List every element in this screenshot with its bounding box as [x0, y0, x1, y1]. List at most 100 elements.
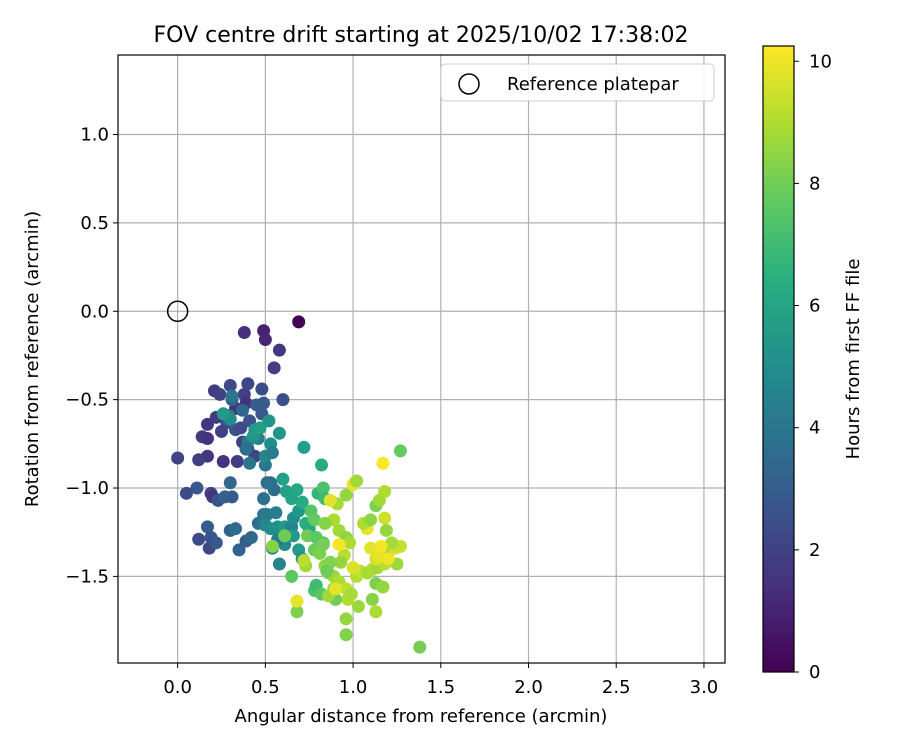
data-point: [269, 506, 283, 520]
colorbar: 0 2 4 6 8 10 Hours from first FF file: [762, 45, 864, 683]
data-point: [381, 552, 395, 566]
data-point: [290, 594, 304, 608]
data-point: [216, 455, 230, 469]
data-point: [315, 458, 329, 472]
data-point: [230, 455, 244, 469]
data-point: [344, 587, 358, 601]
y-tick-label: 0.5: [80, 213, 109, 234]
data-point: [258, 333, 272, 347]
x-tick-label: 1.0: [339, 677, 368, 698]
colorbar-tick-label: 2: [809, 540, 820, 561]
data-point: [267, 483, 281, 497]
data-point: [332, 538, 346, 552]
data-point: [255, 382, 269, 396]
data-point: [379, 523, 393, 537]
y-tick-label: −0.5: [65, 390, 109, 411]
data-point: [232, 543, 246, 557]
data-point: [200, 417, 214, 431]
y-axis-label: Rotation from reference (arcmin): [22, 211, 43, 507]
plot-frame: [117, 54, 726, 664]
data-point: [285, 569, 299, 583]
colorbar-tick-label: 8: [809, 173, 820, 194]
y-tick-label: −1.0: [65, 478, 109, 499]
data-point: [339, 488, 353, 502]
data-point: [364, 513, 378, 527]
reference-platepar-marker: [166, 300, 189, 323]
grid-lines: [118, 55, 725, 663]
data-point: [276, 393, 290, 407]
data-point: [171, 451, 185, 465]
data-point: [343, 536, 357, 550]
data-point: [239, 442, 253, 456]
data-point: [272, 343, 286, 357]
data-point: [265, 539, 279, 553]
data-point: [216, 407, 230, 421]
data-point: [236, 403, 250, 417]
data-point: [297, 440, 311, 454]
data-point: [329, 582, 343, 596]
data-point: [290, 483, 304, 497]
data-point: [346, 561, 360, 575]
x-tick-label: 0.5: [251, 677, 280, 698]
y-tick-label: 1.0: [80, 125, 109, 146]
data-point: [229, 522, 243, 536]
data-point: [223, 476, 237, 490]
data-point: [215, 424, 229, 438]
data-point: [385, 536, 399, 550]
data-point: [276, 472, 290, 486]
data-point: [272, 557, 286, 571]
y-tick-label: 0.0: [80, 301, 109, 322]
data-point: [376, 456, 390, 470]
data-point: [243, 456, 257, 470]
data-point: [378, 511, 392, 525]
data-point: [192, 453, 206, 467]
chart-title: FOV centre drift starting at 2025/10/02 …: [154, 23, 689, 48]
data-point: [278, 529, 292, 543]
data-point: [316, 538, 330, 552]
colorbar-ticks: 0 2 4 6 8 10: [794, 51, 832, 683]
data-point: [237, 325, 251, 339]
x-axis-ticks: 0.0 0.5 1.0 1.5 2.0 2.5 3.0: [163, 663, 718, 698]
data-point: [190, 481, 204, 495]
data-point: [393, 444, 407, 458]
data-point: [179, 486, 193, 500]
data-point: [267, 361, 281, 375]
data-point: [364, 541, 378, 555]
colorbar-label: Hours from first FF file: [843, 259, 864, 460]
y-tick-label: −1.5: [65, 566, 109, 587]
data-point: [192, 532, 206, 546]
legend-label: Reference platepar: [507, 74, 679, 95]
data-point: [316, 481, 330, 495]
data-point: [290, 605, 304, 619]
data-point: [376, 580, 390, 594]
data-point: [257, 492, 271, 506]
data-point: [223, 379, 237, 393]
data-point: [351, 599, 365, 613]
x-tick-label: 1.5: [426, 677, 455, 698]
colorbar-tick-label: 4: [809, 418, 820, 439]
data-point: [253, 421, 267, 435]
colorbar-tick-label: 6: [809, 296, 820, 317]
data-point: [213, 387, 227, 401]
colorbar-tick-label: 10: [809, 51, 832, 72]
data-point: [241, 377, 255, 391]
data-point: [265, 446, 279, 460]
data-points: [171, 315, 427, 654]
legend-marker-icon: [458, 73, 480, 95]
data-point: [262, 414, 276, 428]
x-tick-label: 2.5: [602, 677, 631, 698]
data-point: [320, 564, 334, 578]
data-point: [365, 592, 379, 606]
colorbar-tick-label: 0: [809, 662, 820, 683]
data-point: [244, 531, 258, 545]
data-point: [272, 426, 286, 440]
data-point: [209, 536, 223, 550]
data-point: [225, 490, 239, 504]
reference-marker-group: [166, 300, 189, 323]
data-point: [292, 315, 306, 329]
data-point: [350, 474, 364, 488]
data-point: [295, 495, 309, 509]
x-tick-label: 2.0: [514, 677, 543, 698]
colorbar-gradient: [762, 45, 795, 673]
